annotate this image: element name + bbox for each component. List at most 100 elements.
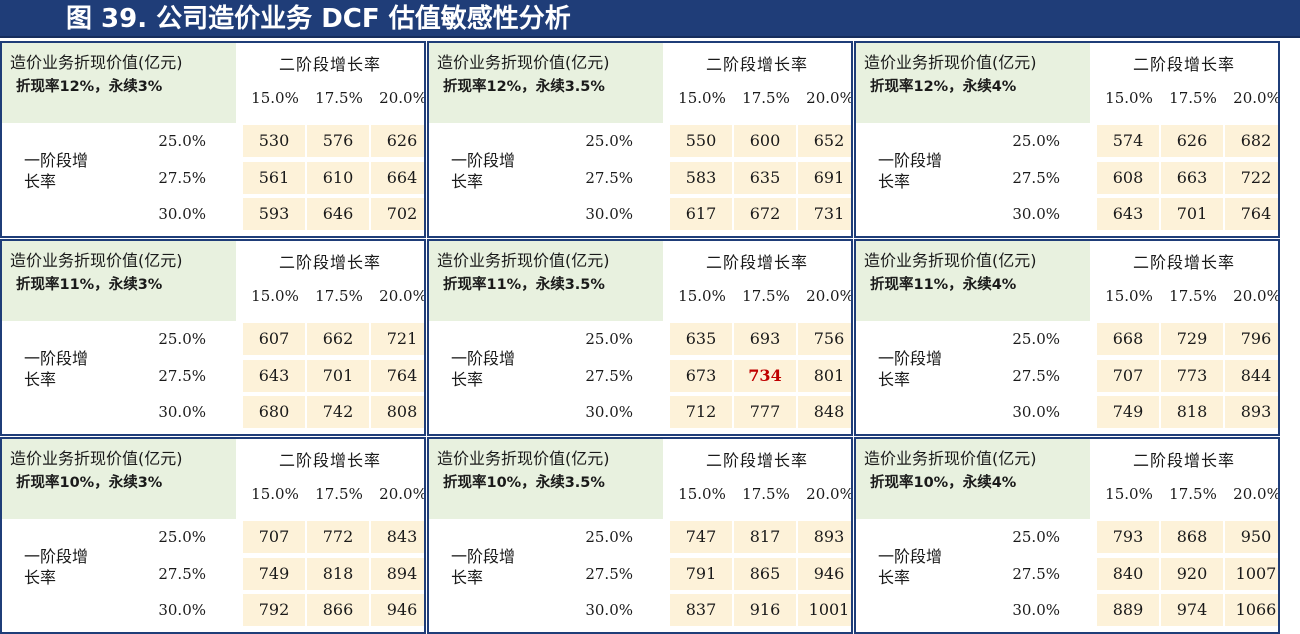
stage2-rate-header: 20.0% [806, 287, 853, 305]
valuation-cell: 894 [371, 558, 424, 590]
sensitivity-panel: 造价业务折现价值(亿元) 折现率11%，永续4% 二阶段增长率 15.0% 17.5% 2… [854, 239, 1280, 436]
stage2-rate-header: 20.0% [1233, 485, 1280, 503]
valuation-cell: 916 [734, 594, 796, 626]
stage1-growth-label: 一阶段增长率 [24, 547, 89, 587]
stage2-rate-header: 20.0% [379, 485, 426, 503]
stage1-growth-label: 一阶段增长率 [451, 349, 516, 389]
valuation-cell: 721 [371, 323, 424, 355]
valuation-cell: 1001 [798, 594, 851, 626]
stage2-rate-header: 15.0% [678, 485, 726, 503]
valuation-cell: 646 [307, 198, 369, 230]
stage1-growth-label: 一阶段增长率 [24, 151, 89, 191]
valuation-cell: 530 [243, 125, 305, 157]
sensitivity-panel: 造价业务折现价值(亿元) 折现率12%，永续3.5% 二阶段增长率 15.0% 17.5… [427, 41, 853, 238]
stage2-rate-header: 15.0% [251, 287, 299, 305]
valuation-cell: 608 [1097, 162, 1159, 194]
stage1-growth-label: 一阶段增长率 [451, 151, 516, 191]
valuation-cell: 742 [307, 396, 369, 428]
valuation-cell: 600 [734, 125, 796, 157]
valuation-cell: 561 [243, 162, 305, 194]
sensitivity-panel: 造价业务折现价值(亿元) 折现率11%，永续3% 二阶段增长率 15.0% 17.5% 2… [0, 239, 426, 436]
stage2-rate-header: 15.0% [251, 89, 299, 107]
valuation-cell: 1066 [1225, 594, 1278, 626]
valuation-cell: 818 [307, 558, 369, 590]
panel-header-area [663, 241, 851, 321]
stage1-rate-label: 30.0% [158, 205, 206, 223]
stage1-rate-label: 30.0% [585, 403, 633, 421]
valuation-cell: 974 [1161, 594, 1223, 626]
valuation-cell: 574 [1097, 125, 1159, 157]
panel-header-area [1090, 439, 1278, 519]
panel-title: 造价业务折现价值(亿元) [437, 449, 610, 468]
valuation-cell: 796 [1225, 323, 1278, 355]
panel-label-area [2, 439, 236, 519]
valuation-cell: 840 [1097, 558, 1159, 590]
valuation-cell: 663 [1161, 162, 1223, 194]
panel-header-area [1090, 43, 1278, 123]
valuation-cell: 792 [243, 594, 305, 626]
sensitivity-panel: 造价业务折现价值(亿元) 折现率12%，永续3% 二阶段增长率 15.0% 17.5% 2… [0, 41, 426, 238]
valuation-cell: 672 [734, 198, 796, 230]
valuation-cell: 817 [734, 521, 796, 553]
panel-header-area [663, 439, 851, 519]
stage1-rate-label: 25.0% [1012, 330, 1060, 348]
stage1-rate-label: 27.5% [158, 169, 206, 187]
valuation-cell: 747 [670, 521, 732, 553]
valuation-cell: 712 [670, 396, 732, 428]
stage1-growth-label: 一阶段增长率 [878, 349, 943, 389]
stage2-rate-header: 15.0% [251, 485, 299, 503]
scenario-label: 折现率12%，永续3% [16, 79, 163, 95]
panel-label-area [429, 43, 663, 123]
stage2-rate-header: 17.5% [742, 485, 790, 503]
valuation-cell: 610 [307, 162, 369, 194]
valuation-cell: 693 [734, 323, 796, 355]
panel-label-area [429, 439, 663, 519]
valuation-cell: 801 [798, 360, 851, 392]
valuation-cell: 691 [798, 162, 851, 194]
stage2-rate-header: 15.0% [1105, 287, 1153, 305]
stage1-rate-label: 27.5% [158, 565, 206, 583]
valuation-cell: 668 [1097, 323, 1159, 355]
valuation-cell: 844 [1225, 360, 1278, 392]
valuation-cell: 865 [734, 558, 796, 590]
scenario-label: 折现率10%，永续3.5% [443, 475, 605, 491]
sensitivity-panel: 造价业务折现价值(亿元) 折现率12%，永续4% 二阶段增长率 15.0% 17.5% 2… [854, 41, 1280, 238]
valuation-cell: 550 [670, 125, 732, 157]
valuation-cell: 593 [243, 198, 305, 230]
stage1-rate-label: 30.0% [1012, 205, 1060, 223]
stage2-growth-label: 二阶段增长率 [278, 55, 381, 74]
valuation-cell: 868 [1161, 521, 1223, 553]
valuation-cell: 635 [670, 323, 732, 355]
scenario-label: 折现率10%，永续3% [16, 475, 163, 491]
valuation-cell: 583 [670, 162, 732, 194]
stage2-rate-header: 20.0% [806, 89, 853, 107]
valuation-cell: 652 [798, 125, 851, 157]
stage1-rate-label: 27.5% [1012, 565, 1060, 583]
panel-label-area [856, 241, 1090, 321]
valuation-cell: 702 [371, 198, 424, 230]
stage2-growth-label: 二阶段增长率 [278, 253, 381, 272]
valuation-cell: 643 [1097, 198, 1159, 230]
sensitivity-panel: 造价业务折现价值(亿元) 折现率11%，永续3.5% 二阶段增长率 15.0% 17.5… [427, 239, 853, 436]
valuation-cell: 777 [734, 396, 796, 428]
stage2-growth-label: 二阶段增长率 [1132, 451, 1235, 470]
panel-title: 造价业务折现价值(亿元) [864, 449, 1037, 468]
stage2-rate-header: 20.0% [1233, 89, 1280, 107]
stage1-growth-label: 一阶段增长率 [878, 547, 943, 587]
valuation-cell: 791 [670, 558, 732, 590]
stage1-rate-label: 30.0% [585, 601, 633, 619]
stage1-rate-label: 25.0% [158, 132, 206, 150]
stage1-rate-label: 27.5% [585, 169, 633, 187]
stage2-growth-label: 二阶段增长率 [1132, 253, 1235, 272]
panel-header-area [663, 43, 851, 123]
stage1-rate-label: 25.0% [158, 330, 206, 348]
valuation-cell: 643 [243, 360, 305, 392]
valuation-cell: 848 [798, 396, 851, 428]
valuation-cell: 893 [798, 521, 851, 553]
stage1-rate-label: 30.0% [1012, 403, 1060, 421]
scenario-label: 折现率12%，永续4% [870, 79, 1017, 95]
valuation-cell: 680 [243, 396, 305, 428]
valuation-cell: 607 [243, 323, 305, 355]
valuation-cell: 626 [371, 125, 424, 157]
panel-title: 造价业务折现价值(亿元) [10, 53, 183, 72]
